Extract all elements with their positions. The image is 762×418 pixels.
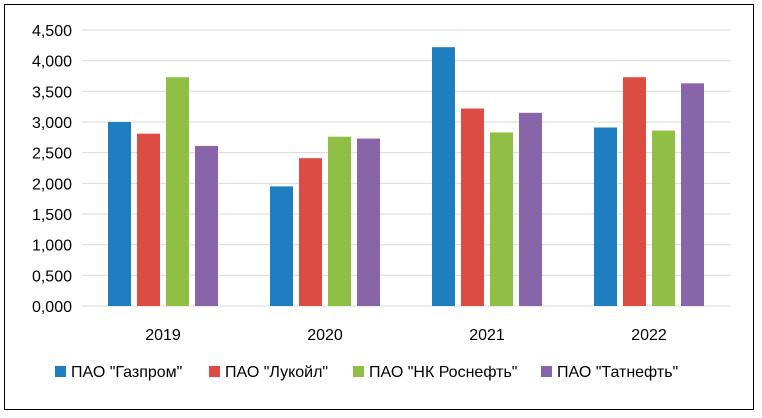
legend-label: ПАО "Татнефть" xyxy=(557,364,678,381)
x-tick-label: 2021 xyxy=(469,327,505,344)
y-tick-label: 3,500 xyxy=(32,84,72,101)
legend: ПАО "Газпром" ПАО "Лукойл" ПАО "НК Роснефт… xyxy=(55,364,678,381)
bar xyxy=(195,145,218,306)
y-tick-label: 3,000 xyxy=(32,115,72,132)
y-tick-label: 1,000 xyxy=(32,238,72,255)
legend-swatch xyxy=(209,366,220,377)
bar xyxy=(623,77,646,306)
y-tick-label: 2,500 xyxy=(32,146,72,163)
x-tick-label: 2022 xyxy=(631,327,667,344)
y-tick-label: 4,000 xyxy=(32,54,72,71)
bar xyxy=(519,112,542,306)
bar xyxy=(270,186,293,306)
legend-swatch xyxy=(353,366,364,377)
bar xyxy=(490,132,513,306)
bars xyxy=(108,47,704,307)
y-tick-label: 1,500 xyxy=(32,207,72,224)
bar xyxy=(432,47,455,306)
legend-label: ПАО "Лукойл" xyxy=(225,364,328,381)
bar xyxy=(461,108,484,306)
y-tick-label: 4,500 xyxy=(32,23,72,40)
y-axis: 0,000 0,500 1,000 1,500 2,000 2,500 3,000 3,500… xyxy=(32,23,72,316)
bar xyxy=(328,136,351,306)
y-tick-label: 2,000 xyxy=(32,176,72,193)
y-tick-label: 0,500 xyxy=(32,268,72,285)
bar xyxy=(652,130,675,306)
bar xyxy=(299,158,322,306)
x-tick-label: 2019 xyxy=(145,327,181,344)
x-tick-label: 2020 xyxy=(307,327,343,344)
y-tick-label: 0,000 xyxy=(32,299,72,316)
legend-label: ПАО "Газпром" xyxy=(71,364,182,381)
gridlines xyxy=(82,29,730,307)
bar xyxy=(681,83,704,306)
legend-swatch xyxy=(541,366,552,377)
bar xyxy=(108,122,131,306)
legend-label: ПАО "НК Роснефть" xyxy=(369,364,517,381)
x-axis: 2019 2020 2021 2022 xyxy=(145,327,667,344)
legend-swatch xyxy=(55,366,66,377)
bar xyxy=(594,127,617,307)
bar xyxy=(357,138,380,306)
bar xyxy=(166,77,189,306)
bar xyxy=(137,133,160,306)
